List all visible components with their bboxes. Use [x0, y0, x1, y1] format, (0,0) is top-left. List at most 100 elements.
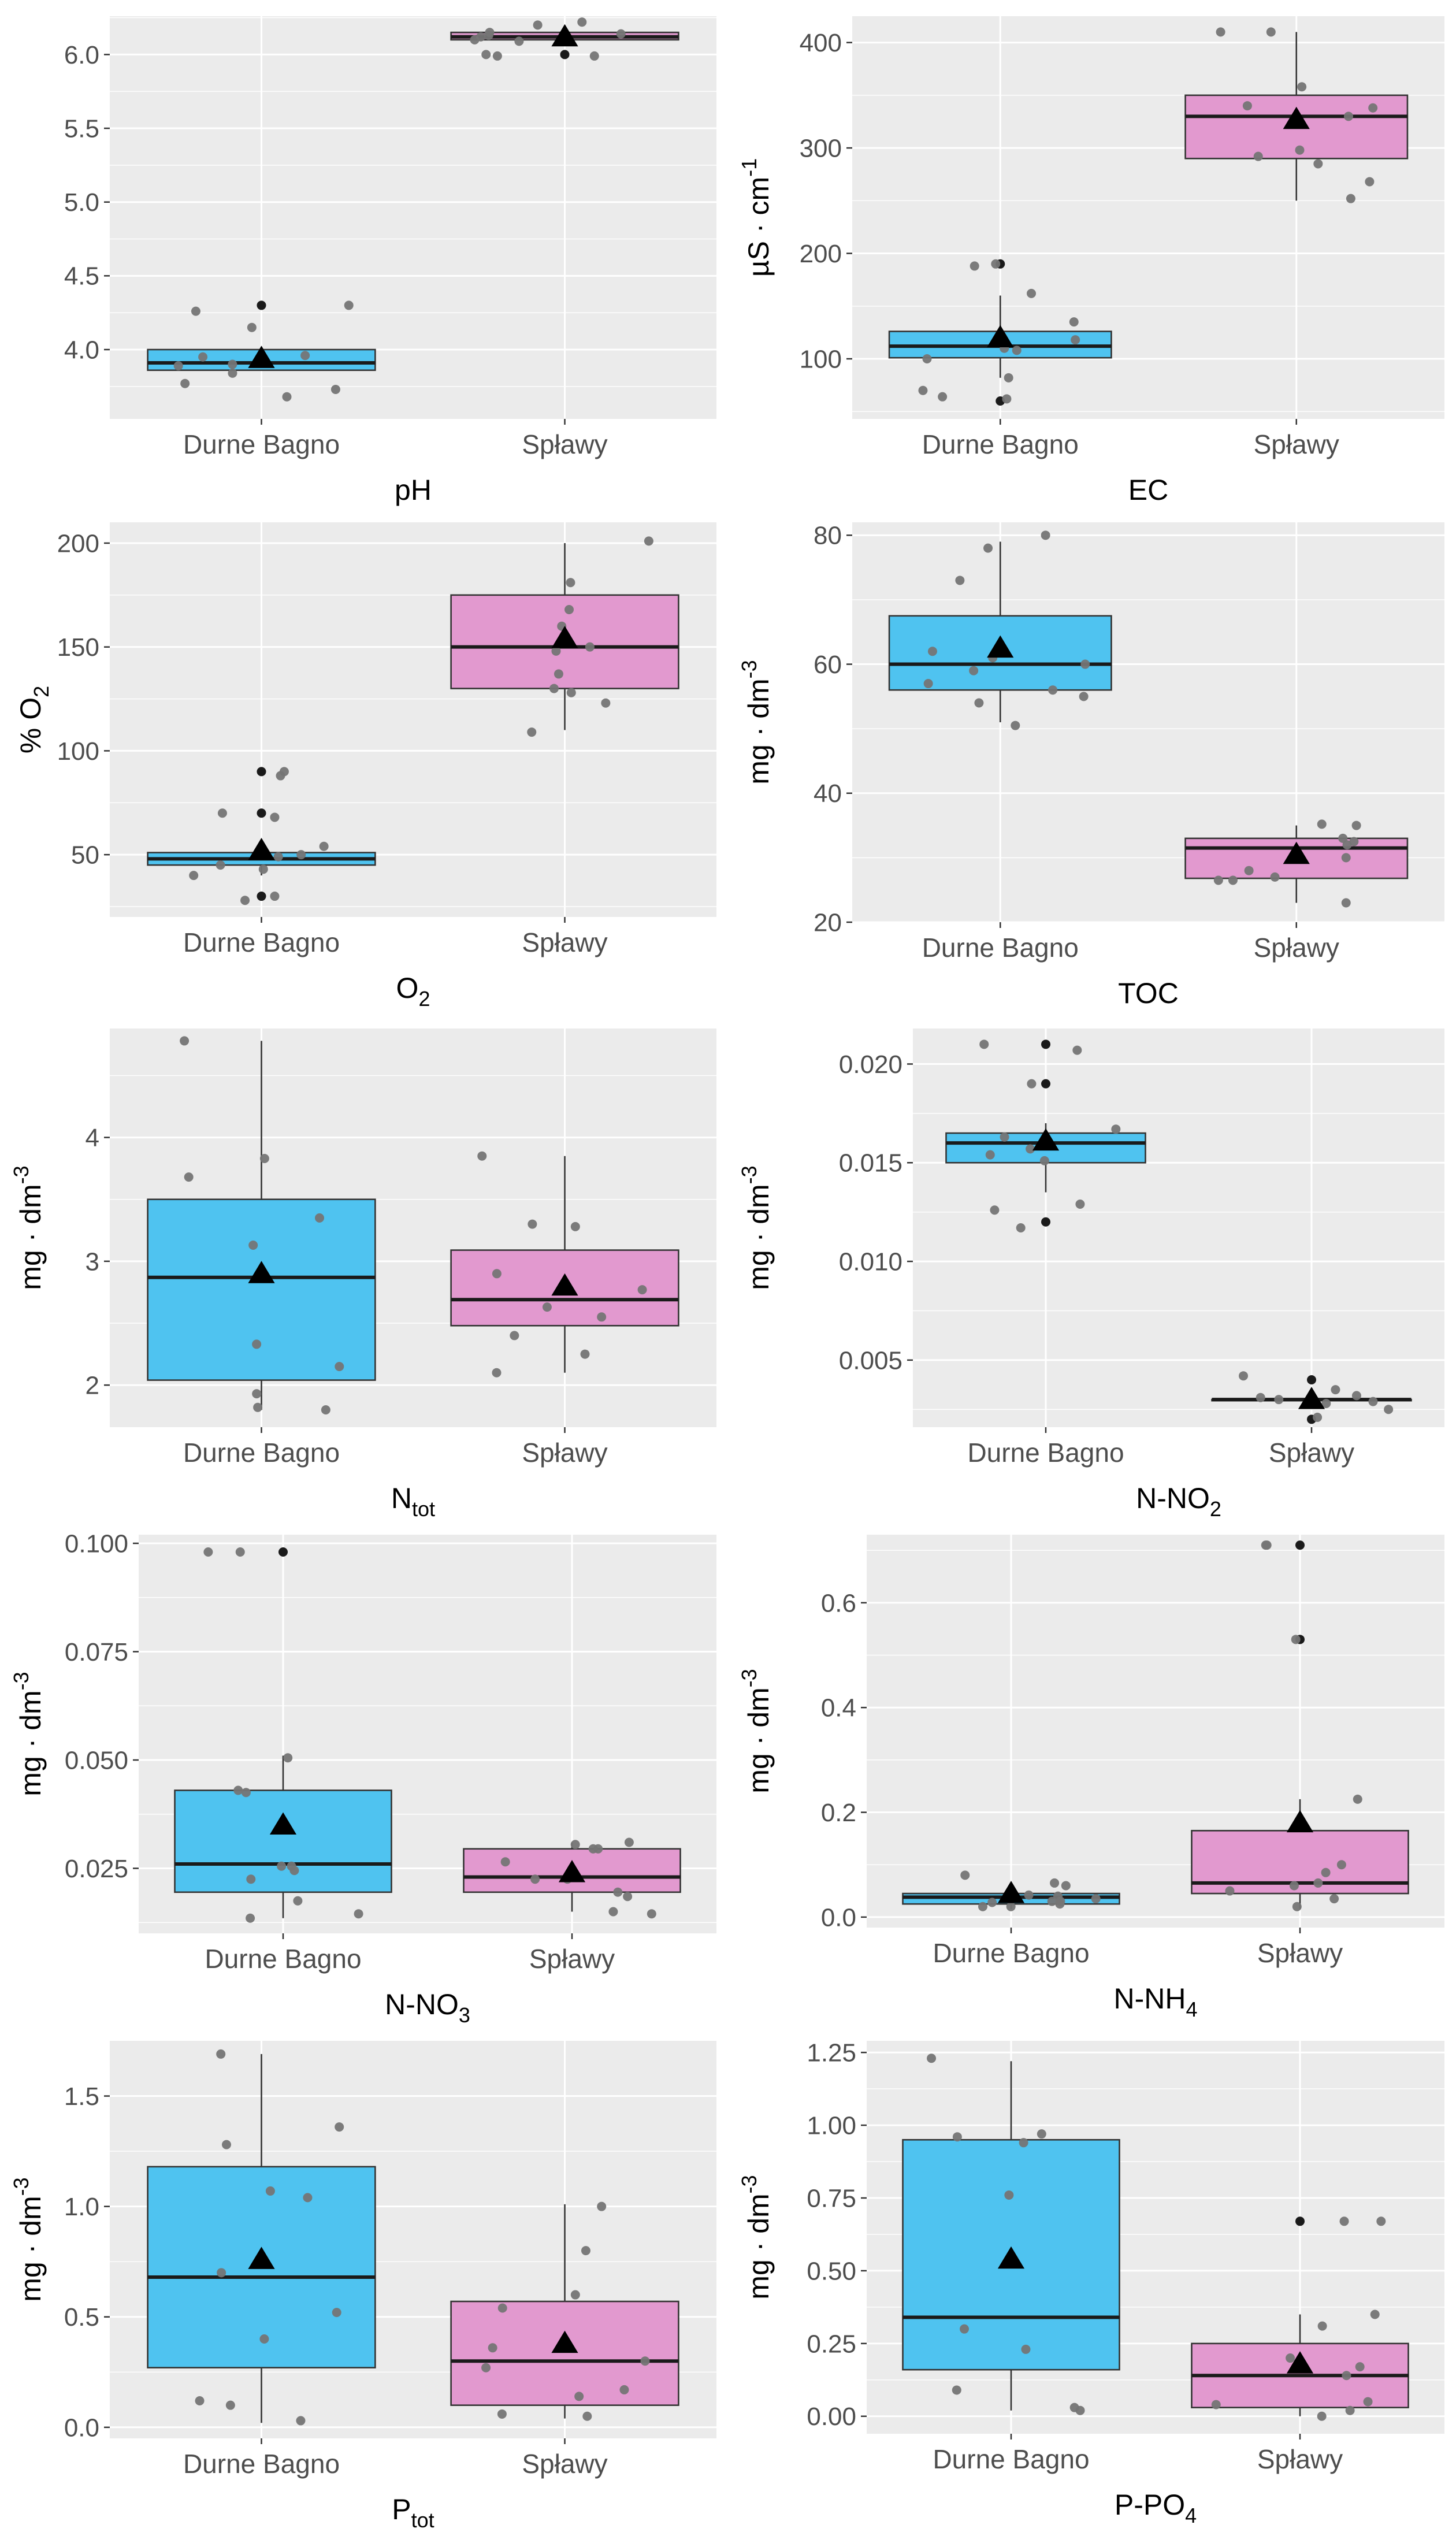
- data-point: [1080, 659, 1090, 669]
- y-tick-label: 6.0: [64, 41, 99, 69]
- data-point: [554, 669, 563, 679]
- y-tick-label: 0.5: [64, 2303, 99, 2331]
- x-tick-label: Durne Bagno: [183, 2449, 340, 2479]
- data-point: [354, 1909, 363, 1919]
- y-tick-label: 4.5: [64, 262, 99, 291]
- y-tick-label: 1.00: [807, 2111, 856, 2140]
- data-point: [588, 1844, 598, 1854]
- x-tick-label: Durne Bagno: [205, 1944, 361, 1974]
- chart-nno3: 0.025 0.050 0.075 0.100 Durne Bagno Spławy N-N…: [9, 1529, 716, 2027]
- box-sp-awy: [463, 1837, 681, 1919]
- chart-ptot: 0.0 0.5 1.0 1.5 Durne Bagno Spławy Ptot mg · dm…: [9, 2041, 716, 2532]
- data-point: [577, 17, 587, 27]
- data-point: [235, 1547, 245, 1557]
- data-point: [978, 1902, 987, 1911]
- data-point: [1228, 875, 1238, 885]
- y-axis-title: µS · cm-1: [737, 158, 775, 277]
- data-point: [1370, 2309, 1380, 2319]
- box-sp-awy: [450, 2201, 679, 2421]
- data-point: [1376, 2216, 1386, 2226]
- data-point: [273, 852, 283, 862]
- y-tick-label: 4: [86, 1124, 99, 1152]
- x-axis-title: N-NO2: [1136, 1482, 1221, 1518]
- data-point: [216, 860, 225, 870]
- mean-marker: [248, 2247, 275, 2269]
- x-axis-title: EC: [1128, 474, 1168, 506]
- data-point: [319, 841, 329, 851]
- mean-marker: [997, 1881, 1025, 1903]
- data-point: [1329, 1894, 1339, 1904]
- box-durne-bagno: [945, 1039, 1146, 1232]
- data-point: [616, 29, 626, 39]
- data-point: [265, 2186, 275, 2196]
- y-tick-label: 150: [57, 633, 99, 662]
- data-point: [1274, 1395, 1284, 1405]
- y-tick-label: 400: [800, 29, 842, 57]
- y-tick-label: 0.010: [839, 1247, 902, 1276]
- data-point: [570, 1221, 580, 1231]
- mean-marker: [1286, 2351, 1314, 2374]
- outlier-point: [1295, 2216, 1305, 2226]
- data-point: [180, 1036, 190, 1046]
- data-point: [330, 384, 340, 394]
- x-axis-title: P-PO4: [1115, 2489, 1197, 2527]
- mean-marker: [1283, 106, 1310, 129]
- data-point: [1363, 2397, 1373, 2407]
- data-point: [1244, 866, 1254, 875]
- data-point: [1216, 27, 1225, 37]
- data-point: [927, 647, 937, 656]
- data-point: [566, 688, 576, 697]
- data-point: [637, 1285, 647, 1295]
- chart-nno2: 0.005 0.010 0.015 0.020 Durne Bagno Spławy N-N…: [737, 1028, 1444, 1521]
- x-axis-title: O2: [396, 972, 430, 1011]
- data-point: [216, 2049, 226, 2059]
- data-point: [259, 2334, 269, 2344]
- data-point: [259, 1154, 269, 1163]
- x-axis-title: N-NH4: [1113, 1982, 1197, 2021]
- data-point: [985, 1150, 995, 1160]
- data-point: [296, 2416, 306, 2426]
- data-point: [198, 352, 208, 362]
- data-point: [228, 359, 237, 369]
- y-tick-label: 0.075: [65, 1638, 128, 1666]
- data-point: [974, 698, 984, 708]
- data-point: [952, 2385, 961, 2395]
- y-tick-label: 200: [57, 529, 99, 558]
- data-point: [549, 684, 559, 693]
- x-tick-label: Spławy: [1254, 933, 1339, 963]
- data-point: [955, 575, 965, 585]
- mean-marker: [551, 1273, 578, 1296]
- panel-ptot: 0.0 0.5 1.0 1.5 Durne Bagno Spławy Ptot mg · dm…: [0, 2025, 728, 2533]
- data-point: [315, 1213, 325, 1223]
- data-point: [252, 1339, 262, 1349]
- mean-marker: [269, 1812, 297, 1835]
- data-point: [527, 727, 537, 737]
- data-point: [927, 2054, 937, 2063]
- mean-marker: [1298, 1387, 1325, 1409]
- y-axis-title: mg · dm-3: [737, 660, 775, 784]
- data-point: [1071, 335, 1080, 345]
- data-point: [1291, 1635, 1301, 1644]
- y-tick-label: 50: [71, 841, 99, 870]
- data-point: [1297, 82, 1307, 92]
- data-point: [1368, 1397, 1378, 1406]
- data-point: [613, 1887, 623, 1897]
- x-tick-label: Durne Bagno: [933, 2444, 1089, 2474]
- data-point: [970, 261, 979, 271]
- y-tick-label: 2: [86, 1372, 99, 1400]
- mean-marker: [1286, 1810, 1314, 1833]
- y-tick-label: 4.0: [64, 336, 99, 364]
- data-point: [1091, 1894, 1101, 1904]
- y-tick-label: 0.100: [65, 1529, 128, 1558]
- outlier-point: [257, 892, 266, 901]
- data-point: [282, 392, 292, 402]
- data-point: [1006, 1902, 1016, 1911]
- mean-marker: [987, 635, 1014, 658]
- data-point: [300, 351, 310, 361]
- box-sp-awy: [1191, 1540, 1409, 1911]
- data-point: [1253, 151, 1263, 161]
- data-point: [1002, 394, 1012, 404]
- data-point: [1341, 853, 1351, 863]
- data-point: [1365, 177, 1375, 187]
- data-point: [1012, 346, 1022, 355]
